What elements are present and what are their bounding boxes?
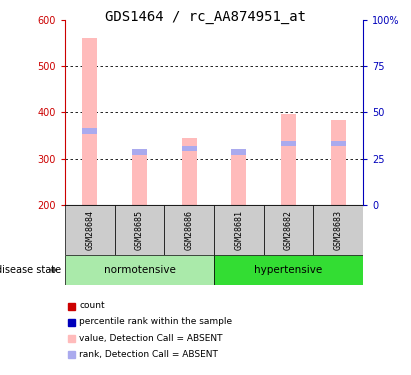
Bar <box>65 205 115 255</box>
Bar <box>82 128 97 134</box>
Bar <box>68 318 75 326</box>
Bar <box>82 39 97 205</box>
Bar <box>281 114 296 205</box>
Bar <box>214 205 264 255</box>
Bar <box>331 141 346 146</box>
Bar <box>68 351 75 357</box>
Text: rank, Detection Call = ABSENT: rank, Detection Call = ABSENT <box>79 350 218 358</box>
Bar <box>264 205 313 255</box>
Bar <box>182 138 196 205</box>
Text: count: count <box>79 302 105 310</box>
Text: percentile rank within the sample: percentile rank within the sample <box>79 318 232 327</box>
Text: normotensive: normotensive <box>104 265 175 275</box>
Bar <box>313 205 363 255</box>
Bar <box>132 149 147 154</box>
Bar <box>65 255 214 285</box>
Text: GSM28686: GSM28686 <box>185 210 194 250</box>
Text: value, Detection Call = ABSENT: value, Detection Call = ABSENT <box>79 333 222 342</box>
Bar <box>182 146 196 152</box>
Bar <box>214 255 363 285</box>
Bar <box>115 205 164 255</box>
Text: GSM28681: GSM28681 <box>234 210 243 250</box>
Text: GSM28685: GSM28685 <box>135 210 144 250</box>
Text: GSM28683: GSM28683 <box>334 210 343 250</box>
Text: disease state: disease state <box>0 265 61 275</box>
Bar <box>281 141 296 146</box>
Bar <box>68 334 75 342</box>
Text: hypertensive: hypertensive <box>254 265 323 275</box>
Text: GSM28684: GSM28684 <box>85 210 95 250</box>
Text: GDS1464 / rc_AA874951_at: GDS1464 / rc_AA874951_at <box>105 10 306 24</box>
Bar <box>231 152 246 205</box>
Bar <box>331 120 346 205</box>
Bar <box>68 303 75 309</box>
Bar <box>231 149 246 154</box>
Text: GSM28682: GSM28682 <box>284 210 293 250</box>
Bar <box>132 152 147 205</box>
Bar <box>164 205 214 255</box>
